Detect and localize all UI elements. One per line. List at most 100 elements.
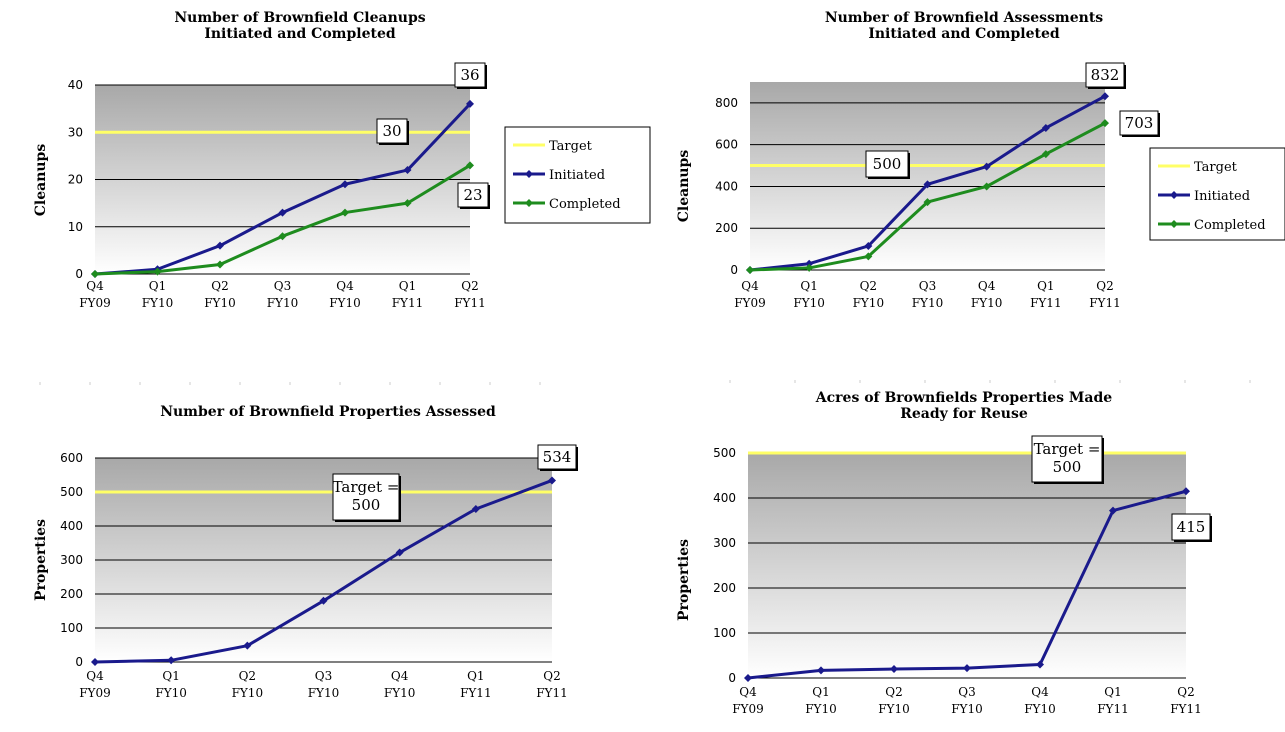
data-point: [216, 260, 224, 269]
chart-3: Number of Brownfield Properties Assessed…: [33, 404, 578, 700]
data-point: [167, 656, 176, 665]
x-tick-label: Q2 FY11: [1170, 685, 1202, 716]
callout-box: [1085, 62, 1125, 88]
callout-label: 415: [1177, 518, 1206, 536]
x-tick-label: Q1 FY11: [392, 279, 424, 310]
callout-label: 23: [463, 186, 482, 204]
data-point: [216, 241, 224, 250]
data-point: [805, 263, 814, 272]
data-point: [341, 180, 349, 189]
x-tick-label: Q2 FY11: [454, 279, 486, 310]
data-point: [1182, 487, 1190, 496]
data-point: [153, 267, 162, 276]
y-tick-label: 100: [713, 626, 736, 640]
x-tick-label: Q1 FY11: [460, 669, 492, 700]
callout-box: [332, 473, 400, 521]
chart-title: Number of Brownfield Assessments Initiate…: [825, 10, 1103, 42]
y-tick-label: 500: [713, 446, 736, 460]
data-point: [746, 266, 754, 274]
x-tick-label: Q4 FY10: [971, 279, 1003, 310]
x-tick-label: Q4 FY09: [79, 279, 111, 310]
y-tick-label: 0: [730, 263, 738, 277]
y-tick-label: 40: [68, 78, 83, 92]
y-tick-label: 200: [715, 221, 738, 235]
x-tick-label: Q4 FY10: [384, 669, 416, 700]
data-point: [744, 674, 752, 682]
chart-1: Number of Brownfield Cleanups Initiated a…: [33, 10, 651, 310]
chart-title: Number of Brownfield Properties Assessed: [160, 404, 496, 420]
data-point: [403, 166, 412, 175]
legend-label: Completed: [1194, 218, 1266, 233]
x-tick-label: Q2 FY10: [204, 279, 236, 310]
y-tick-label: 600: [60, 451, 83, 465]
data-point: [466, 161, 474, 170]
data-point: [471, 505, 480, 513]
legend-marker: [1170, 220, 1178, 228]
y-tick-label: 0: [75, 267, 83, 281]
plot-area: [750, 82, 1105, 270]
y-axis-label: Cleanups: [676, 150, 692, 223]
legend-label: Target: [1194, 160, 1238, 175]
data-point: [1041, 123, 1050, 132]
legend-label: Target: [549, 139, 593, 154]
x-tick-label: Q2 FY10: [853, 279, 885, 310]
y-axis-label: Cleanups: [33, 144, 49, 217]
y-tick-label: 400: [715, 179, 738, 193]
callout-label: 500: [873, 155, 902, 173]
callout-box: [537, 444, 577, 470]
data-point: [548, 476, 556, 485]
x-tick-label: Q4 FY09: [79, 669, 111, 700]
legend-marker: [1170, 191, 1178, 199]
data-point: [982, 162, 991, 171]
y-tick-label: 100: [60, 621, 83, 635]
data-point: [864, 241, 873, 250]
x-tick-label: Q1 FY11: [1030, 279, 1062, 310]
data-point: [403, 199, 412, 208]
callout-label: 832: [1091, 66, 1120, 84]
chart-4: Acres of Brownfields Properties Made Read…: [676, 390, 1212, 716]
data-point: [982, 182, 991, 191]
y-tick-label: 0: [728, 671, 736, 685]
x-tick-label: Q4 FY09: [732, 685, 764, 716]
legend-label: Initiated: [1194, 189, 1250, 204]
data-point: [395, 548, 404, 557]
legend: Target Initiated Completed: [1149, 147, 1285, 241]
callout: 415: [1171, 513, 1212, 542]
legend-label: Completed: [549, 197, 621, 212]
callout-label: 36: [460, 66, 479, 84]
y-tick-label: 20: [68, 173, 83, 187]
data-point: [963, 664, 971, 673]
data-point: [91, 270, 99, 278]
data-point: [805, 259, 814, 268]
data-point: [1036, 660, 1044, 669]
x-tick-label: Q1 FY10: [142, 279, 174, 310]
data-point: [243, 641, 252, 650]
data-point: [1101, 92, 1109, 101]
data-point: [1041, 150, 1050, 159]
callout: Target = 500: [332, 473, 401, 522]
x-tick-label: Q3 FY10: [912, 279, 944, 310]
callout: 703: [1119, 110, 1160, 137]
callout: 534: [537, 444, 578, 471]
callout-label: 703: [1125, 114, 1154, 132]
callout-box: [376, 118, 408, 144]
data-point: [466, 99, 474, 108]
data-point: [319, 596, 328, 605]
legend: Target Initiated Completed: [504, 126, 651, 224]
y-axis-label: Properties: [676, 539, 692, 621]
data-point: [278, 232, 287, 241]
callout: 832: [1085, 62, 1126, 89]
y-tick-label: 400: [60, 519, 83, 533]
callout-box: [1171, 513, 1211, 541]
data-point: [864, 252, 873, 261]
data-point: [1101, 119, 1109, 128]
x-tick-label: Q1 FY11: [1097, 685, 1129, 716]
callout-label: Target = 500: [333, 478, 400, 514]
callout-label: Target = 500: [1034, 440, 1101, 476]
callout: 23: [457, 182, 490, 209]
y-tick-label: 800: [715, 96, 738, 110]
callout: Target = 500: [1031, 435, 1104, 484]
y-tick-label: 300: [713, 536, 736, 550]
callout: 36: [454, 62, 487, 89]
legend-marker: [525, 170, 533, 178]
